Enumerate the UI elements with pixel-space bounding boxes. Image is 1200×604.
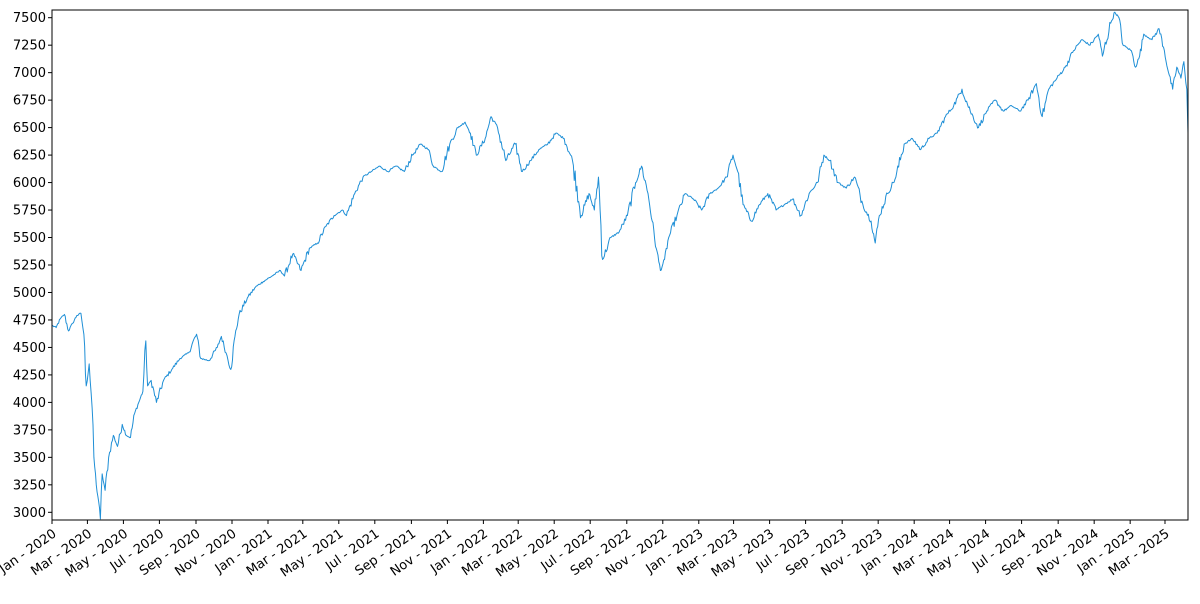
y-tick-label: 5500 [13, 231, 46, 246]
series-line [51, 11, 1189, 520]
y-tick-label: 3500 [13, 451, 46, 466]
y-tick-label: 4000 [13, 396, 46, 411]
y-tick-label: 7000 [13, 66, 46, 81]
y-tick-label: 4750 [13, 313, 46, 328]
y-tick-label: 6500 [13, 121, 46, 136]
y-tick-label: 3000 [13, 506, 46, 521]
series-layer [51, 11, 1189, 520]
y-tick-label: 4500 [13, 341, 46, 356]
y-tick-label: 5000 [13, 286, 46, 301]
y-tick-label: 5750 [13, 204, 46, 219]
y-axis: 3000 3250 3500 3750 4000 4250 4500 4750 5000 5250… [13, 11, 52, 521]
y-tick-label: 5250 [13, 259, 46, 274]
y-tick-label: 7500 [13, 11, 46, 26]
y-tick-label: 6000 [13, 176, 46, 191]
y-tick-label: 6250 [13, 149, 46, 164]
y-tick-label: 7250 [13, 39, 46, 54]
plot-frame [51, 9, 1189, 521]
y-tick-label: 3250 [13, 478, 46, 493]
y-tick-label: 6750 [13, 94, 46, 109]
y-tick-label: 3750 [13, 423, 46, 438]
y-tick-label: 4250 [13, 368, 46, 383]
